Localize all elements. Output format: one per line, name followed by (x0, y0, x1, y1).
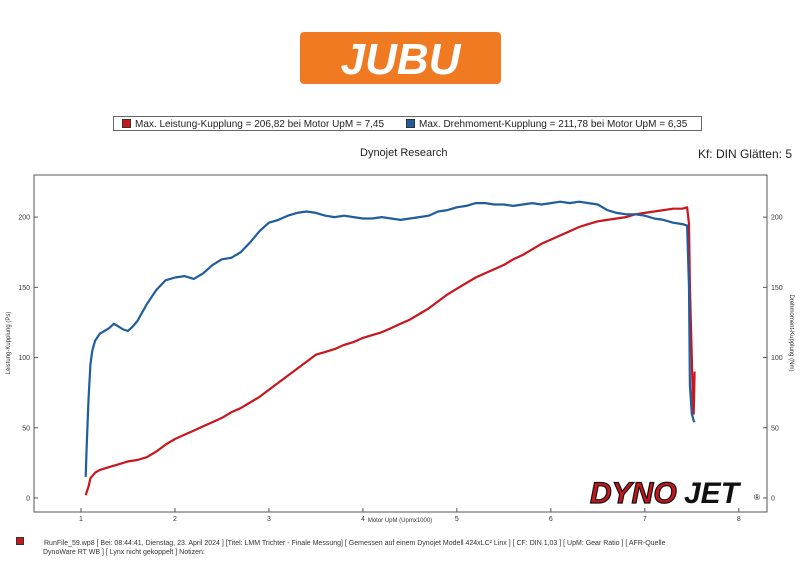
series-line-torque (84, 200, 696, 477)
logo-background (300, 32, 501, 84)
footer-text-1: RunFile_59.wp8 [ Bei: 08:44:41, Dienstag… (44, 540, 666, 547)
y-tick-label: 150 (18, 285, 30, 292)
axis-ticks: 1 2 3 4 5 6 7 8 0 0 50 50 100 100 150 150 200 200 (18, 215, 782, 523)
dynojet-logo-dyno: DYNO (590, 477, 677, 510)
y-tick-label: 0 (26, 495, 30, 502)
run-info-footer: RunFile_59.wp8 [ Bei: 08:44:41, Dienstag… (16, 537, 776, 557)
y2-tick-label: 50 (771, 425, 779, 432)
y-tick-label: 50 (22, 425, 30, 432)
y2-tick-label: 200 (771, 215, 783, 222)
correction-factor-label: Kf: DIN Glätten: 5 (697, 147, 792, 161)
x-tick-label: 3 (267, 516, 271, 523)
legend-swatch-power (122, 119, 131, 128)
x-tick-label: 7 (643, 516, 647, 523)
x-tick-label: 8 (737, 516, 741, 523)
chart-subtitle: Dynojet Research (360, 147, 448, 159)
y2-tick-label: 100 (771, 355, 783, 362)
x-tick-label: 4 (361, 516, 365, 523)
chart-series (84, 200, 696, 496)
legend-swatch-torque (406, 119, 415, 128)
footer-line-2: DynoWare RT WB ] [ Lynx nicht gekoppelt … (43, 549, 205, 556)
dynojet-logo-mark: ® (754, 493, 760, 502)
x-tick-label: 5 (455, 516, 459, 523)
legend-label-torque: Max. Drehmoment-Kupplung = 211,78 bei Mo… (419, 119, 688, 130)
y2-axis-label: Drehmoment-Kupplung (Nm) (788, 294, 794, 371)
x-tick-label: 1 (79, 516, 83, 523)
legend-label-power: Max. Leistung-Kupplung = 206,82 bei Moto… (135, 119, 385, 130)
y-tick-label: 100 (18, 355, 30, 362)
legend-item-torque: Max. Drehmoment-Kupplung = 211,78 bei Mo… (406, 117, 687, 132)
footer-line-1: RunFile_59.wp8 [ Bei: 08:44:41, Dienstag… (16, 537, 776, 548)
chart-legend: Max. Leistung-Kupplung = 206,82 bei Moto… (113, 116, 702, 131)
legend-item-power: Max. Leistung-Kupplung = 206,82 bei Moto… (122, 117, 384, 132)
dyno-chart: 1 2 3 4 5 6 7 8 0 0 50 50 100 100 150 150 200 200 Motor U… (6, 174, 794, 524)
x-tick-label: 6 (549, 516, 553, 523)
logo-text: JUBU (341, 35, 462, 84)
jubu-logo: JUBU (300, 32, 501, 84)
x-axis-label: Motor UpM (Upmx1000) (368, 518, 432, 524)
y-axis-label: Leistung-Kupplung (Ps) (6, 312, 12, 375)
dynojet-logo: DYNO JET ® (589, 476, 760, 510)
x-tick-label: 2 (173, 516, 177, 523)
y2-tick-label: 0 (771, 495, 775, 502)
plot-frame (33, 174, 768, 513)
footer-swatch (16, 537, 24, 545)
y2-tick-label: 150 (771, 285, 783, 292)
y-tick-label: 200 (18, 215, 30, 222)
dynojet-logo-jet: JET (684, 477, 742, 510)
